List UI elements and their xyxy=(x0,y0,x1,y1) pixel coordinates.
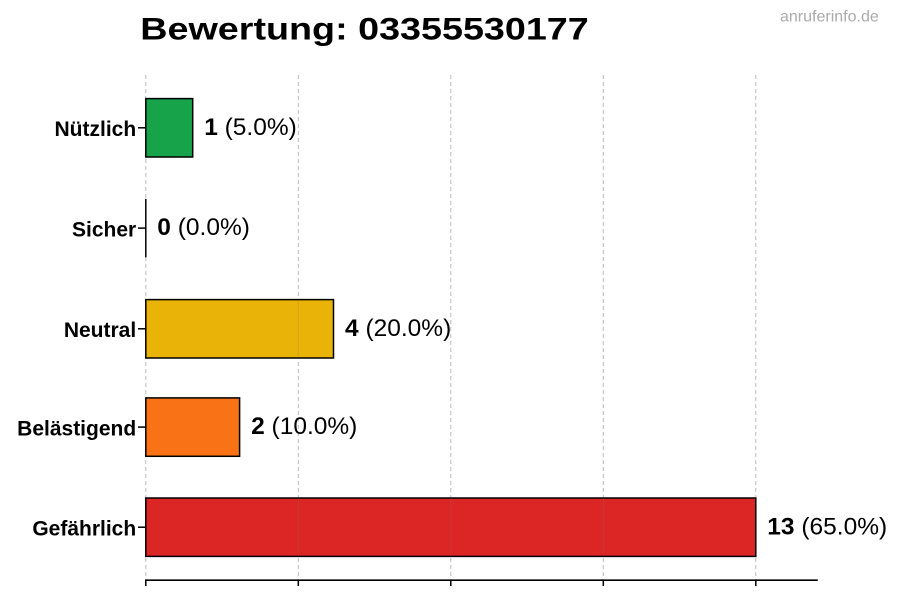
svg-text:4 (20.0%): 4 (20.0%) xyxy=(345,315,451,342)
svg-text:Neutral: Neutral xyxy=(64,319,136,342)
svg-text:13 (65.0%): 13 (65.0%) xyxy=(767,513,887,540)
svg-text:0 (0.0%): 0 (0.0%) xyxy=(157,214,250,241)
svg-text:Gefährlich: Gefährlich xyxy=(32,517,136,540)
svg-text:anruferinfo.de: anruferinfo.de xyxy=(780,8,879,25)
svg-text:Belästigend: Belästigend xyxy=(17,417,136,440)
svg-text:Nützlich: Nützlich xyxy=(55,118,137,141)
svg-text:2 (10.0%): 2 (10.0%) xyxy=(251,413,357,440)
svg-text:Bewertung: 03355530177: Bewertung: 03355530177 xyxy=(140,12,588,46)
svg-text:Sicher: Sicher xyxy=(72,218,136,241)
svg-text:1 (5.0%): 1 (5.0%) xyxy=(204,114,297,141)
